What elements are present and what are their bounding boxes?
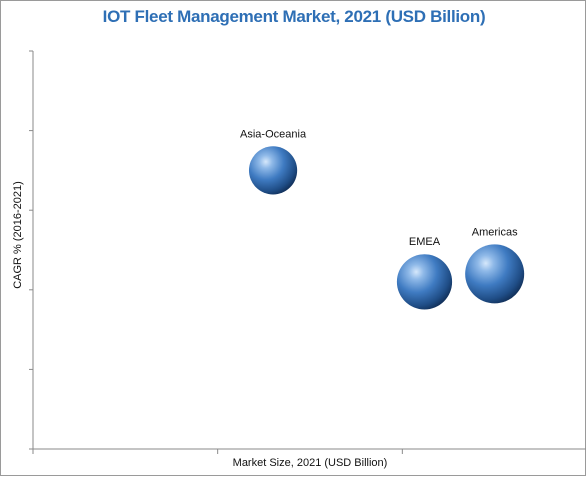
bubble-emea [396, 254, 453, 310]
chart-title: IOT Fleet Management Market, 2021 (USD B… [102, 7, 486, 26]
bubble-label-americas: Americas [472, 226, 518, 238]
x-axis-title: Market Size, 2021 (USD Billion) [233, 457, 388, 469]
bubble-americas [465, 244, 525, 304]
bubbles: Asia-Oceania Americas EMEA [240, 128, 525, 310]
axes [29, 50, 586, 454]
bubble-asia-oceania [248, 146, 298, 195]
y-axis-title: CAGR % (2016-2021) [12, 181, 24, 289]
bubble-label-asia-oceania: Asia-Oceania [240, 128, 307, 140]
bubble-label-emea: EMEA [409, 236, 441, 248]
